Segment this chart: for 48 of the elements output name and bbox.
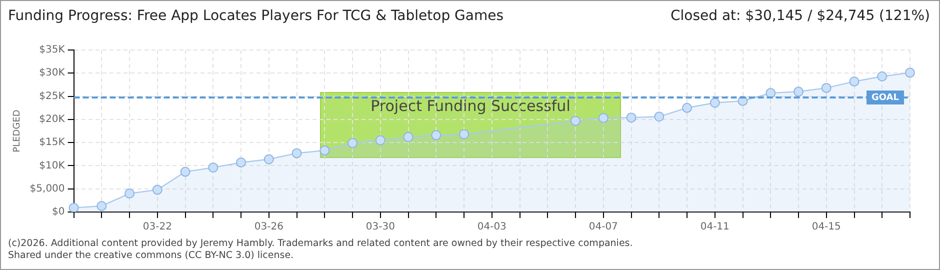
y-tick-label: $0: [52, 206, 65, 218]
y-tick-label: $25K: [39, 90, 66, 102]
point: [236, 157, 246, 168]
point: [96, 200, 107, 211]
text: (c)2026. Additional content provided by Jeremy Hambly. Trademarks and related content are owned by their respective companies.: [8, 238, 633, 249]
point: [403, 132, 414, 142]
point: [208, 162, 218, 173]
y-tick-label: $20K: [39, 114, 66, 126]
y-tick-label: $15K: [39, 137, 66, 148]
point: [877, 71, 888, 82]
point: [654, 112, 664, 122]
x-tick-label: 04-07: [588, 222, 618, 233]
point: [710, 98, 720, 108]
point: [180, 166, 190, 177]
point: [766, 88, 776, 98]
x-tick-label: 04-11: [700, 222, 730, 233]
chart-title: Funding Progress: Free App Locates Players For TCG & Tabletop Games: [8, 8, 504, 24]
annotation: Project Funding Successful: [370, 97, 570, 115]
point: [375, 135, 386, 146]
x-tick-label: 03-30: [366, 222, 395, 233]
point: [459, 129, 470, 140]
point: [292, 148, 302, 158]
point: [905, 68, 915, 78]
y-tick-label: $30K: [39, 68, 66, 79]
point: [348, 138, 358, 148]
point: [849, 76, 860, 86]
point: [124, 188, 135, 198]
point: [794, 86, 804, 97]
x-tick-label: 04-03: [477, 222, 506, 233]
chart-subtitle: Closed at: $30,145 / $24,745 (121%): [670, 8, 930, 24]
point: [821, 82, 832, 93]
point: [570, 116, 581, 126]
point: [431, 130, 442, 140]
y-tick-label: $5,000: [30, 183, 65, 194]
point: [152, 184, 162, 195]
y-axis-title: PLEDGED: [12, 110, 23, 152]
point: [626, 112, 636, 123]
y-tick-label: $35K: [39, 44, 66, 56]
ref-line-label: GOAL: [872, 92, 900, 103]
point: [264, 154, 274, 164]
x-tick-label: 04-15: [812, 222, 841, 233]
x-tick-label: 03-22: [142, 222, 172, 233]
x-tick-label: 03-26: [254, 222, 284, 233]
point: [320, 145, 330, 156]
text: Shared under the creative commons (CC BY-NC 3.0) license.: [8, 250, 294, 261]
y-tick-label: $10K: [39, 160, 66, 172]
point: [598, 113, 608, 124]
point: [682, 102, 692, 113]
